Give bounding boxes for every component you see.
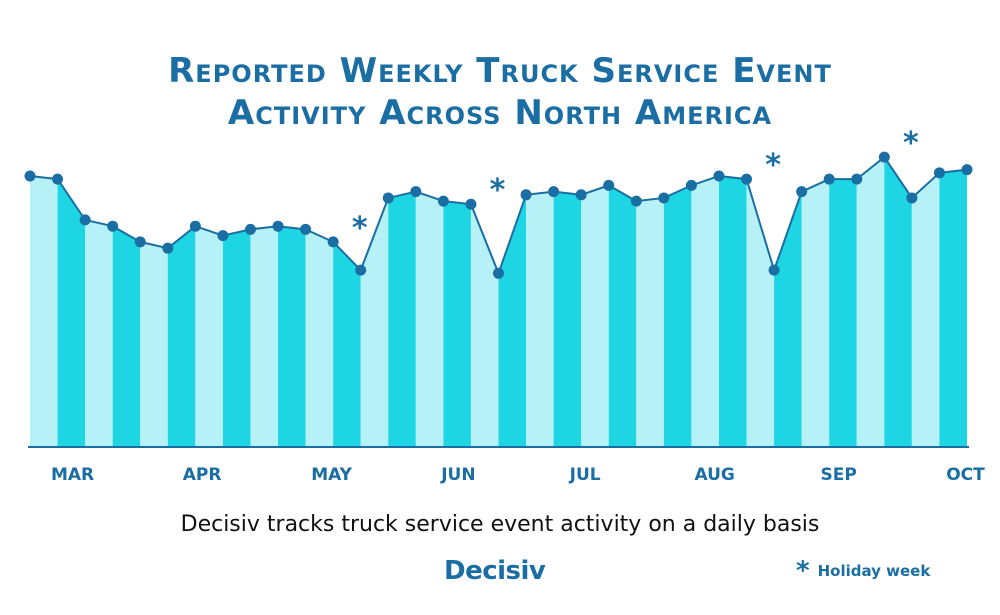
data-point	[713, 170, 725, 182]
area-stripe	[498, 194, 527, 446]
data-point	[933, 167, 945, 179]
area-stripe	[470, 204, 499, 446]
area-stripe	[608, 185, 637, 446]
data-point	[878, 151, 890, 163]
area-stripe	[333, 241, 361, 446]
data-point	[603, 179, 615, 191]
area-stripe	[140, 241, 168, 446]
data-point	[685, 179, 697, 191]
area-stripe	[250, 226, 279, 446]
decisiv-logo: Decisiv	[444, 556, 546, 586]
area-stripe	[112, 226, 141, 446]
data-point	[355, 264, 367, 276]
data-point	[851, 173, 863, 185]
chart-title-line-2: Activity Across North America	[227, 93, 773, 133]
area-stripe	[718, 175, 747, 446]
holiday-marker: *	[352, 211, 368, 246]
holiday-asterisk-icon: *	[796, 556, 810, 586]
data-point	[493, 267, 504, 279]
area-stripe	[167, 226, 196, 446]
data-point	[162, 242, 174, 254]
data-point	[300, 223, 312, 235]
data-point	[79, 214, 91, 226]
data-point	[24, 170, 36, 182]
area-stripe	[691, 175, 719, 446]
area-stripe	[278, 226, 306, 446]
data-point	[189, 220, 201, 232]
holiday-marker: *	[765, 148, 781, 183]
data-point	[465, 198, 477, 210]
data-point	[548, 186, 560, 198]
data-point	[520, 189, 532, 201]
data-point	[437, 195, 449, 207]
area-stripe	[911, 172, 940, 446]
data-point	[52, 173, 64, 185]
x-tick-label: APR	[183, 465, 222, 485]
area-stripe	[222, 229, 251, 446]
holiday-marker: *	[490, 173, 506, 208]
data-point	[796, 186, 808, 198]
area-stripe	[939, 169, 967, 446]
x-tick-label: OCT	[946, 465, 985, 485]
data-point	[327, 236, 339, 248]
area-stripe	[443, 201, 471, 446]
data-point	[906, 192, 918, 204]
data-point	[134, 236, 146, 248]
area-stripe	[360, 197, 389, 446]
data-point	[107, 220, 119, 232]
data-point	[768, 264, 780, 276]
area-stripe	[415, 191, 444, 446]
footnote: Decisiv tracks truck service event activ…	[180, 512, 820, 537]
area-stripe	[57, 179, 86, 446]
legend: * Holiday week	[796, 556, 931, 586]
holiday-marker: *	[903, 126, 919, 161]
x-tick-label: MAR	[51, 465, 94, 485]
data-point	[382, 192, 394, 204]
x-tick-label: JUN	[440, 465, 475, 485]
data-point	[658, 192, 670, 204]
area-stripe	[636, 197, 664, 446]
x-tick-label: MAY	[311, 465, 352, 485]
data-point	[630, 195, 642, 207]
data-point	[217, 230, 229, 242]
chart-title: Reported Weekly Truck Service Event Acti…	[0, 50, 1000, 134]
data-point	[575, 189, 587, 201]
x-tick-label: AUG	[694, 465, 734, 485]
area-stripe	[526, 191, 554, 446]
area-stripe	[85, 219, 113, 446]
area-stripe	[884, 157, 912, 446]
area-stripe	[774, 191, 802, 446]
area-stripe	[856, 157, 885, 446]
area-stripe	[829, 179, 857, 446]
area-stripe	[581, 185, 609, 446]
area-stripe	[801, 179, 830, 446]
data-point	[410, 186, 422, 198]
area-stripe	[195, 226, 223, 446]
area-stripe	[663, 185, 692, 446]
area-stripe	[553, 191, 582, 446]
legend-label: Holiday week	[817, 562, 931, 580]
data-point	[961, 164, 973, 176]
x-tick-label: JUL	[569, 465, 601, 485]
area-stripe	[388, 191, 416, 446]
data-point	[272, 220, 284, 232]
data-point	[741, 173, 753, 185]
x-tick-label: SEP	[821, 465, 857, 485]
area-stripe	[305, 229, 334, 446]
chart-title-line-1: Reported Weekly Truck Service Event	[168, 51, 832, 91]
area-stripe	[30, 175, 58, 446]
data-point	[244, 223, 256, 235]
data-point	[823, 173, 835, 185]
area-stripe	[746, 179, 775, 446]
